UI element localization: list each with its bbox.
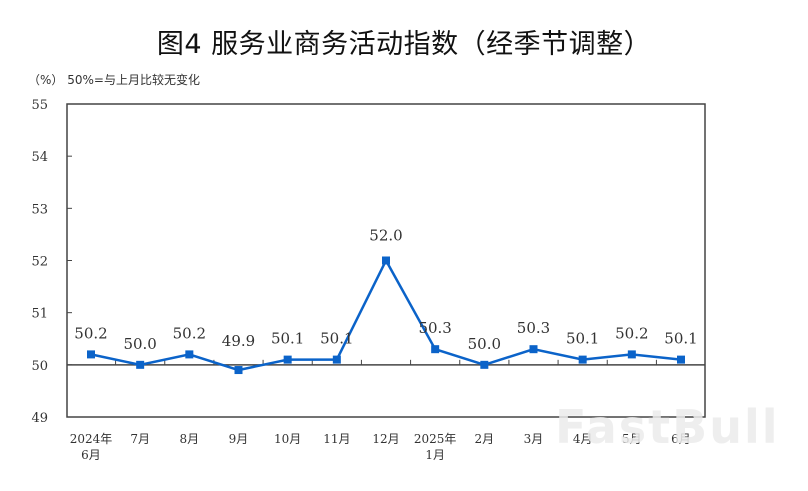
data-point-marker [234,366,243,375]
x-tick-label: 2月 [475,432,495,446]
data-label: 50.2 [173,324,206,342]
x-tick-label: 2024年 [70,432,113,446]
x-tick-label: 10月 [274,432,301,446]
y-axis: 49 50 51 52 53 54 55 [31,98,72,426]
data-label: 50.1 [664,330,697,348]
y-tick-label: 49 [31,411,48,426]
data-point-marker [431,345,440,354]
data-point-marker [677,355,685,364]
x-tick-label: 8月 [180,432,200,446]
x-tick-label: 5月 [622,432,642,446]
y-tick-label: 50 [31,359,48,374]
data-labels: 50.2 50.0 50.2 49.9 50.1 50.1 52.0 50.3 50.0 50.3… [74,227,697,353]
y-tick-label: 52 [31,255,48,270]
x-tick-label: 9月 [229,432,249,446]
data-point-marker [480,360,489,369]
x-tick-label: 3月 [524,432,544,446]
data-point-marker [283,355,292,364]
x-tick-label: 4月 [573,432,593,446]
data-label: 50.1 [320,330,353,348]
data-label: 50.2 [74,324,107,342]
data-point-marker [529,345,538,354]
data-label: 50.0 [123,335,156,353]
x-tick-label: 6月 [671,432,691,446]
data-label: 50.3 [418,319,451,337]
y-tick-label: 51 [31,307,48,322]
y-tick-label: 54 [31,150,48,165]
x-axis: 2024年 6月 7月 8月 9月 10月 11月 12月 2025年 1月 2月 3月 4月 5月 6月 [70,359,691,462]
data-point-marker [382,256,390,265]
data-point-marker [185,350,194,359]
data-label: 49.9 [222,332,255,350]
x-tick-label: 7月 [130,432,150,446]
watermark: FastBull [555,400,780,454]
unit-annotation: （%） 50%=与上月比较无变化 [28,73,200,87]
data-label: 50.3 [517,319,550,337]
x-tick-label: 1月 [425,448,445,462]
data-point-marker [87,350,95,359]
y-tick-label: 53 [31,202,48,217]
data-point-marker [136,360,145,369]
data-label: 50.2 [615,324,648,342]
x-tick-label: 6月 [81,448,101,462]
data-point-marker [332,355,341,364]
plot-area-frame [66,103,706,418]
data-label: 50.1 [566,330,599,348]
x-tick-label: 2025年 [414,432,457,446]
x-tick-label: 11月 [323,432,350,446]
x-tick-label: 12月 [372,432,399,446]
data-point-marker [627,350,636,359]
data-label: 50.0 [468,335,501,353]
data-label: 50.1 [271,330,304,348]
data-label: 52.0 [369,227,402,245]
data-point-marker [578,355,587,364]
series-line [87,256,685,375]
chart-title: 图4 服务业商务活动指数（经季节调整） [156,29,652,60]
y-tick-label: 55 [31,98,48,113]
